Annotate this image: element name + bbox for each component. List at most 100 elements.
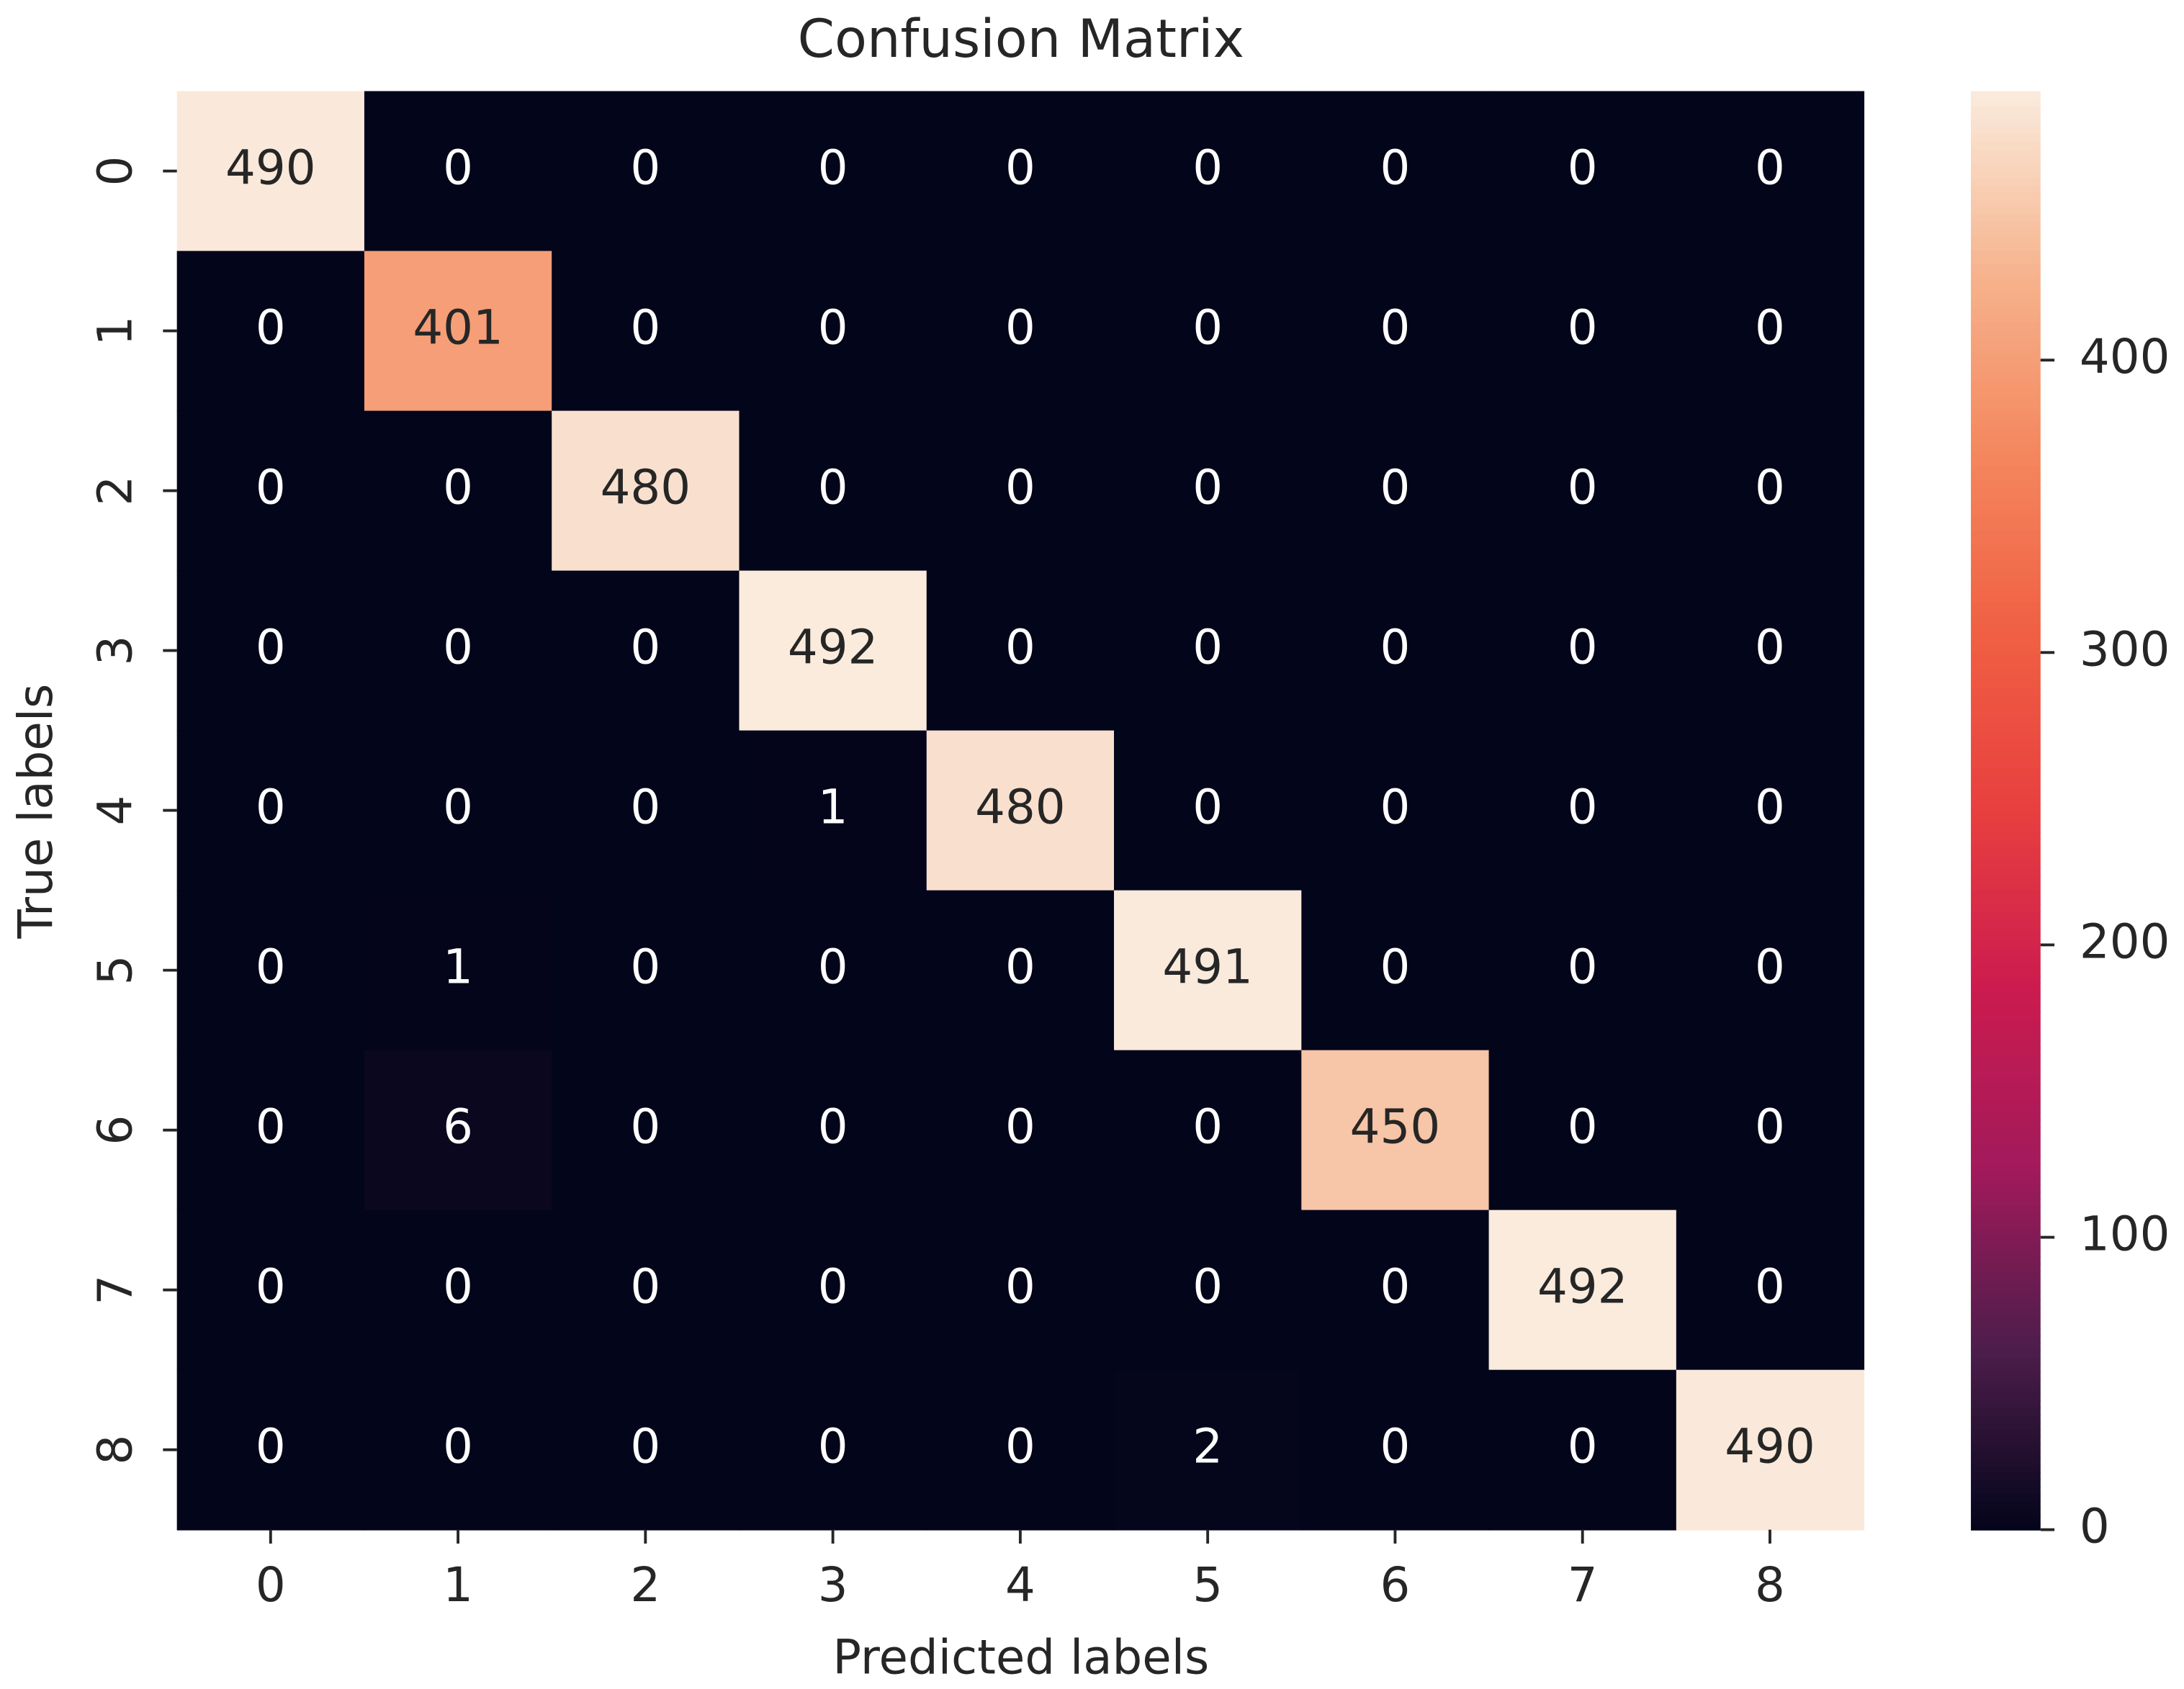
- cell-label: 0: [630, 1259, 660, 1315]
- colorbar-segment: [1971, 752, 2041, 761]
- cell-label: 0: [1755, 300, 1785, 356]
- colorbar-segment: [1971, 587, 2041, 596]
- colorbar-segment: [1971, 494, 2041, 503]
- colorbar-segment: [1971, 882, 2041, 891]
- colorbar-segment: [1971, 371, 2041, 380]
- cell-label: 0: [1380, 940, 1411, 995]
- colorbar-segment: [1971, 1493, 2041, 1502]
- heatmap-cell: [1301, 730, 1490, 891]
- heatmap-cell: [1676, 410, 1865, 572]
- colorbar-segment: [1971, 299, 2041, 308]
- heatmap-cell: [552, 251, 740, 412]
- colorbar-segment: [1971, 271, 2041, 279]
- colorbar-segment: [1971, 400, 2041, 409]
- heatmap-cell: [1676, 251, 1865, 412]
- colorbar-segment: [1971, 487, 2041, 495]
- x-tick-label: 4: [1005, 1557, 1035, 1613]
- colorbar-segment: [1971, 1400, 2041, 1408]
- colorbar-segment: [1971, 1055, 2041, 1063]
- colorbar-segment: [1971, 1328, 2041, 1337]
- colorbar-segment: [1971, 508, 2041, 517]
- heatmap-cell: [739, 1050, 927, 1211]
- colorbar-segment: [1971, 904, 2041, 912]
- heatmap-cell: [1301, 1050, 1490, 1211]
- cell-label: 0: [1380, 620, 1411, 675]
- cell-label: 450: [1350, 1099, 1441, 1155]
- heatmap-cell: [176, 410, 365, 572]
- colorbar-segment: [1971, 1220, 2041, 1229]
- colorbar-segment: [1971, 1163, 2041, 1171]
- colorbar-segment: [1971, 911, 2041, 919]
- y-tick-label: 7: [87, 1275, 143, 1305]
- colorbar-segment: [1971, 1508, 2041, 1516]
- colorbar-segment: [1971, 206, 2041, 215]
- x-tick-label: 5: [1192, 1557, 1223, 1613]
- colorbar-tick-label: 400: [2080, 329, 2170, 384]
- colorbar-segment: [1971, 637, 2041, 646]
- colorbar-segment: [1971, 846, 2041, 855]
- heatmap-cell: [364, 251, 553, 412]
- heatmap-cell: [1114, 1050, 1303, 1211]
- heatmap-cell: [552, 410, 740, 572]
- colorbar-segment: [1971, 415, 2041, 423]
- colorbar-segment: [1971, 680, 2041, 689]
- heatmap-cell: [364, 570, 553, 731]
- colorbar-segment: [1971, 321, 2041, 330]
- colorbar-segment: [1971, 1091, 2041, 1099]
- colorbar-segment: [1971, 832, 2041, 840]
- heatmap-cell: [1488, 251, 1677, 412]
- cell-label: 0: [1380, 140, 1411, 196]
- cell-label: 0: [1380, 300, 1411, 356]
- heatmap-cell: [364, 1369, 553, 1531]
- colorbar-segment: [1971, 896, 2041, 905]
- heatmap-cell: [1301, 251, 1490, 412]
- colorbar-segment: [1971, 1062, 2041, 1071]
- heatmap-cell: [176, 890, 365, 1051]
- heatmap-cell: [1301, 91, 1490, 252]
- colorbar-segment: [1971, 1048, 2041, 1056]
- colorbar-segment: [1971, 1264, 2041, 1272]
- colorbar-segment: [1971, 1184, 2041, 1193]
- cell-label: 0: [1192, 140, 1223, 196]
- heatmap-cell: [1114, 890, 1303, 1051]
- heatmap-cell: [176, 91, 365, 252]
- heatmap-cell: [1676, 1369, 1865, 1531]
- cell-label: 0: [1380, 460, 1411, 515]
- heatmap-cell: [739, 1210, 927, 1371]
- colorbar-tick-label: 0: [2080, 1499, 2110, 1554]
- colorbar-segment: [1971, 608, 2041, 618]
- colorbar-segment: [1971, 630, 2041, 639]
- colorbar-segment: [1971, 1522, 2041, 1531]
- cell-label: 0: [1380, 1419, 1411, 1474]
- heatmap-cell: [552, 890, 740, 1051]
- heatmap-cell: [926, 730, 1115, 891]
- cell-label: 0: [1005, 620, 1035, 675]
- colorbar-segment: [1971, 163, 2041, 171]
- colorbar-segment: [1971, 228, 2041, 236]
- cell-label: 1: [443, 940, 473, 995]
- cell-label: 0: [818, 300, 848, 356]
- cell-label: 0: [630, 1419, 660, 1474]
- cell-label: 0: [256, 1419, 286, 1474]
- cell-label: 0: [1005, 140, 1035, 196]
- colorbar-segment: [1971, 1378, 2041, 1387]
- cell-label: 480: [975, 780, 1066, 835]
- heatmap-cell: [1114, 1210, 1303, 1371]
- heatmap-cell: [1114, 1369, 1303, 1531]
- heatmap-cell: [176, 1210, 365, 1371]
- colorbar-segment: [1971, 990, 2041, 999]
- cell-label: 0: [818, 1419, 848, 1474]
- colorbar-segment: [1971, 1076, 2041, 1085]
- y-tick-label: 1: [87, 316, 143, 346]
- cell-label: 490: [225, 140, 316, 196]
- colorbar-segment: [1971, 558, 2041, 567]
- colorbar-segment: [1971, 1249, 2041, 1258]
- colorbar-segment: [1971, 1320, 2041, 1330]
- colorbar-segment: [1971, 1134, 2041, 1143]
- cell-label: 0: [818, 940, 848, 995]
- heatmap-cell: [926, 410, 1115, 572]
- colorbar-segment: [1971, 947, 2041, 955]
- colorbar-segment: [1971, 105, 2041, 114]
- cell-label: 0: [818, 140, 848, 196]
